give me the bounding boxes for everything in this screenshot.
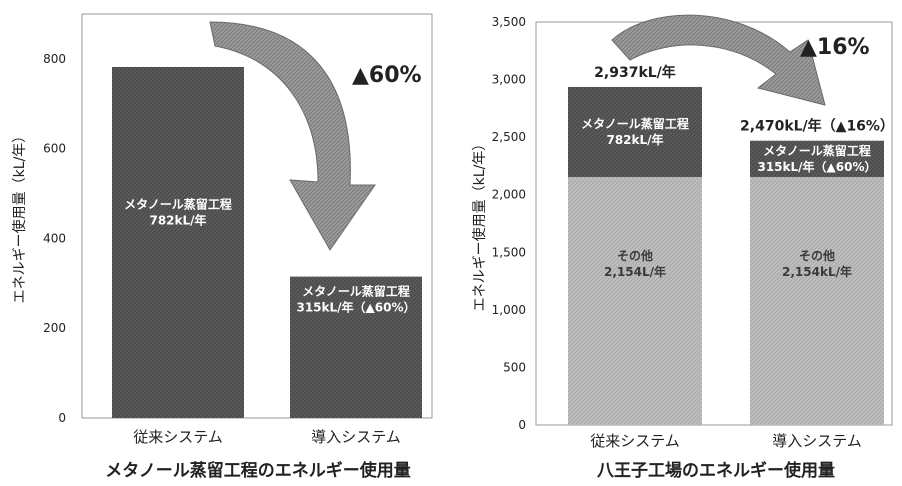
chart-1-bar-label: メタノール蒸留工程 — [124, 196, 232, 211]
chart-2-segment-label-methanol: メタノール蒸留工程 — [581, 116, 689, 131]
chart-2-y-axis-label: エネルギー使用量（kL/年） — [471, 137, 488, 312]
chart-1-y-tick-label: 400 — [43, 231, 66, 245]
chart-1-bar-label: メタノール蒸留工程 — [302, 283, 410, 298]
chart-1-x-tick-label: 導入システム — [311, 428, 401, 446]
chart-2-y-tick-label: 3,500 — [492, 15, 526, 29]
chart-1-y-tick-label: 0 — [58, 411, 66, 425]
chart-1-bar — [112, 66, 244, 419]
chart-2-y-tick-label: 3,000 — [492, 73, 526, 87]
chart-1-bar — [290, 276, 422, 418]
chart-2-x-tick-label: 導入システム — [772, 432, 862, 450]
chart-2-segment-label-other: 2,154kL/年 — [782, 264, 852, 279]
chart-2-reduction-annotation: ▲16% — [800, 35, 870, 60]
chart-2-y-tick-label: 2,500 — [492, 130, 526, 144]
chart-2-segment-label-methanol: 782kL/年 — [606, 132, 663, 147]
chart-2-bar-other — [750, 176, 884, 425]
chart-2-curved-arrow — [611, 14, 826, 106]
chart-2-y-tick-label: 0 — [518, 418, 526, 432]
chart-1-bar-label: 782kL/年 — [149, 212, 206, 227]
chart-2-total-label: 2,937kL/年 — [594, 64, 676, 81]
chart-1-bar-label: 315kL/年（▲60%） — [296, 299, 415, 314]
chart-1-x-tick-label: 従来システム — [133, 428, 223, 446]
chart-1-y-tick-label: 600 — [43, 142, 66, 156]
chart-2-x-tick-label: 従来システム — [590, 432, 680, 450]
chart-2-segment-label-other: その他 — [799, 248, 835, 263]
chart-1-title: メタノール蒸留工程のエネルギー使用量 — [105, 460, 411, 481]
chart-1-plot-frame — [81, 13, 433, 419]
chart-2-y-tick-label: 1,500 — [492, 245, 526, 259]
chart-2-bar-methanol — [568, 86, 702, 177]
chart-2-total-label: 2,470kL/年（▲16%） — [740, 118, 894, 135]
chart-1-reduction-annotation: ▲60% — [352, 63, 422, 88]
chart-2-title: 八王子工場のエネルギー使用量 — [597, 460, 835, 481]
chart-2-segment-label-other: その他 — [617, 248, 653, 263]
chart-2-segment-label-methanol: メタノール蒸留工程 — [763, 143, 871, 158]
chart-2-y-tick-label: 2,000 — [492, 188, 526, 202]
chart-1-y-tick-label: 800 — [43, 52, 66, 66]
chart-2-segment-label-methanol: 315kL/年（▲60%） — [757, 159, 876, 174]
chart-2-y-tick-label: 1,000 — [492, 303, 526, 317]
chart-2-bar-methanol — [750, 140, 884, 177]
chart-2-segment-label-other: 2,154L/年 — [604, 264, 666, 279]
chart-1-y-tick-label: 200 — [43, 321, 66, 335]
chart-1-curved-arrow — [209, 21, 376, 251]
chart-2-y-tick-label: 500 — [503, 360, 526, 374]
chart-2-bar-other — [568, 176, 702, 425]
chart-1-y-axis-label: エネルギー使用量（kL/年） — [11, 129, 28, 304]
